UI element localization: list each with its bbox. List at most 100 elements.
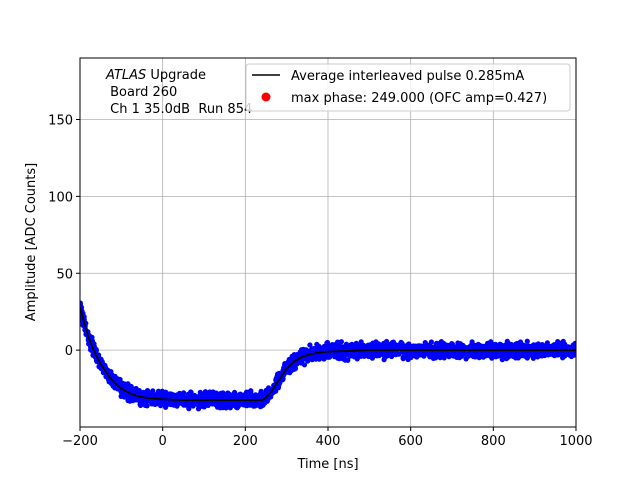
sample-point [118,389,124,395]
sample-point [177,392,183,399]
sample-point [167,391,173,397]
sample-point [505,355,511,361]
sample-point [186,391,193,397]
sample-point [524,338,530,344]
sample-point [114,376,121,382]
sample-point [260,402,266,408]
x-tick-label: 200 [233,434,258,449]
sample-point [480,354,486,360]
y-axis-ticks: 0 50 100 150 [48,114,80,359]
legend-entry-average: Average interleaved pulse 0.285mA [291,69,524,84]
sample-point [511,343,517,349]
y-axis-label: Amplitude [ADC Counts] [24,163,39,321]
sample-point [557,341,564,347]
sample-point [435,341,441,347]
sample-point [361,353,367,359]
x-tick-label: 400 [316,434,341,449]
legend-marker-swatch [261,92,271,102]
x-axis-ticks: −200 0 200 400 600 800 1000 [62,427,593,449]
sample-point [379,351,385,357]
sample-point [375,349,381,356]
sample-point [212,401,218,407]
sample-point [538,349,544,355]
sample-point [153,400,159,406]
sample-point [321,356,327,362]
sample-point [173,402,179,408]
sample-point [158,403,164,409]
sample-point [381,357,387,363]
sample-point [183,400,189,406]
sample-point [305,358,311,364]
sample-point [276,372,282,378]
sample-point [234,394,240,400]
sample-point [572,340,576,346]
sample-point [521,343,527,349]
sample-point [538,344,544,350]
sample-point [142,402,148,408]
sample-point [500,354,506,360]
sample-point [213,392,219,398]
sample-point [569,351,576,357]
sample-point [495,342,501,349]
sample-point [425,350,431,356]
average-pulse-line [80,306,576,401]
sample-point [245,389,252,395]
sample-point [221,391,227,397]
sample-point [455,344,461,350]
y-tick-label: 100 [48,190,73,205]
legend: Average interleaved pulse 0.285mA max ph… [245,63,571,112]
sample-point [316,343,322,349]
sample-point [542,352,548,359]
sample-point [485,342,491,349]
sample-point [460,352,466,358]
svg-text:ATLAS Upgrade: ATLAS Upgrade [105,68,206,83]
sample-point [298,359,304,365]
sample-point [354,356,360,362]
sample-point [200,400,206,406]
annotation-channel-run: Ch 1 35.0dB Run 854 [106,102,252,117]
sample-point [138,402,144,408]
annotation-experiment: ATLAS [105,68,146,83]
sample-point [400,356,406,362]
sample-point [535,354,541,360]
sample-point [201,391,207,398]
sample-point [363,345,369,351]
sample-point [150,388,156,394]
sample-point [205,390,211,396]
sample-point [376,344,382,350]
sample-point [324,339,331,346]
sample-point [201,404,207,410]
sample-point [367,351,373,357]
sample-point [137,398,143,404]
x-tick-label: 1000 [559,434,592,449]
sample-point [390,351,397,357]
sample-point [504,338,510,344]
sample-point [118,393,124,399]
sample-point [311,346,317,352]
sample-point [258,388,264,394]
sample-point [159,390,165,396]
legend-entry-max-phase: max phase: 249.000 (OFC amp=0.427) [291,91,547,106]
sample-point [140,389,147,395]
sample-point [196,393,203,399]
sample-point [254,402,261,408]
x-tick-label: −200 [62,434,98,449]
sample-point [125,385,131,391]
sample-point [291,352,297,358]
legend-box [245,63,571,112]
sample-point [530,344,536,351]
sample-point [345,357,351,363]
sample-point [415,343,421,349]
average-pulse-line-group [80,306,576,401]
sample-point [307,342,313,348]
y-tick-label: 50 [56,267,73,282]
sample-point [383,339,389,346]
sample-point [396,343,402,349]
sample-point [491,351,497,357]
sample-point [131,386,137,392]
sample-point [326,353,332,359]
x-tick-label: 600 [398,434,423,449]
sample-point [291,366,297,372]
sample-point [565,344,571,350]
